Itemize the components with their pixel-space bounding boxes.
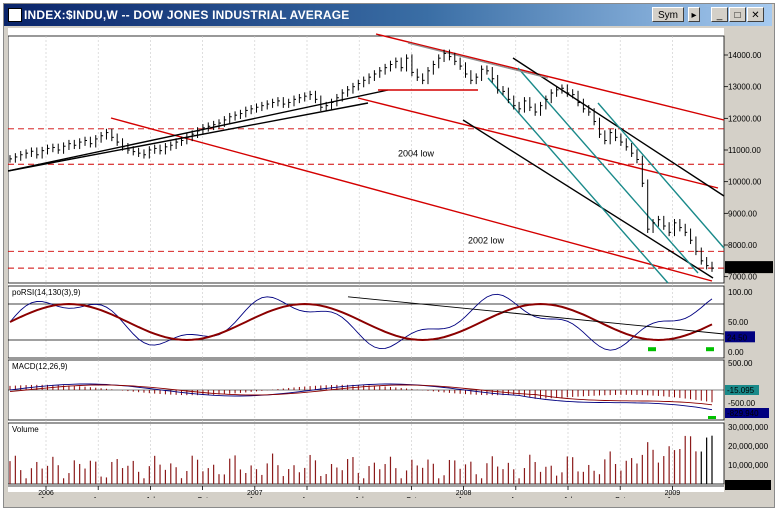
x-tick-month-label: Jan [458,497,469,498]
price-y-tick-label: 8000.00 [728,241,757,250]
price-panel [8,35,725,284]
support-trendline [110,117,713,282]
top-trendline [407,42,549,79]
rsi-last-value-label: 24.50 [727,333,748,342]
x-tick-month-label: Apr [93,497,105,498]
x-tick-year-label: 2008 [456,490,472,497]
macd-signal-value-label: -829.940 [727,409,759,418]
rsi-y-tick-label: 0.00 [728,348,744,357]
volume-last-value-label: -1,486,127 [727,481,766,490]
x-tick-month-label: Jan [249,497,260,498]
close-icon[interactable]: ✕ [747,7,764,22]
price-y-tick-label: 10000.00 [728,178,762,187]
chart-svg[interactable]: 2006JanAprJulOct2007JanAprJulOct2008JanA… [8,28,776,498]
macd-signal-value-box [725,408,769,418]
volume-y-tick-label: 30,000,000 [728,423,769,432]
price-y-tick-label: 7000.00 [728,273,757,282]
rsi-panel [8,285,725,359]
volume-y-tick-label: 20,000,000 [728,442,769,451]
steep-channel-1 [487,77,669,284]
rsi-trendline [347,296,725,335]
window-title: INDEX:$INDU,W -- DOW JONES INDUSTRIAL AV… [24,8,350,22]
price-y-tick-label: 9000.00 [728,209,757,218]
macd-panel-label: MACD(12,26,9) [12,362,68,371]
price-last-value-box [725,261,773,274]
x-tick-month-label: Jan [667,497,678,498]
macd-signal-line [9,384,713,406]
x-tick-month-label: Apr [510,497,522,498]
macd-y-tick-label: 500.00 [728,359,753,368]
rsi-y-tick-label: 100.00 [728,288,753,297]
volume-y-tick-label: 10,000,000 [728,461,769,470]
rsi-smoothed-line [9,302,713,342]
x-tick-year-label: 2007 [247,490,263,497]
steep-channel-2 [517,67,699,274]
macd-y-tick-label: -500.00 [728,399,756,408]
steep-channel-3 [597,102,725,249]
rsi-line [9,293,713,351]
volume-last-value-box [725,480,771,490]
x-tick-month-label: Oct [197,497,208,498]
minimize-icon[interactable]: _ [711,7,728,22]
resistance-trendline [375,33,725,121]
macd-last-value-box [725,385,759,395]
volume-panel-label: Volume [12,425,39,434]
x-tick-month-label: Jul [564,497,573,498]
rsi-last-value-box [725,331,755,343]
x-tick-month-label: Jan [40,497,51,498]
rsi-y-tick-label: 50.00 [728,318,749,327]
maximize-icon[interactable]: □ [729,7,746,22]
lower-down-channel [462,119,714,279]
x-tick-month-label: Oct [615,497,626,498]
rsi-panel-label: poRSI(14,130(3),9) [12,288,81,297]
macd-buy-signal-marker [708,416,716,419]
plot-area[interactable]: 2006JanAprJulOct2007JanAprJulOct2008JanA… [8,28,773,498]
volume-panel [8,422,725,485]
macd-last-value-label: -15.095 [727,386,755,395]
chart-app-icon [8,8,22,22]
x-tick-month-label: Oct [406,497,417,498]
title-bar[interactable]: INDEX:$INDU,W -- DOW JONES INDUSTRIAL AV… [4,4,772,26]
x-tick-month-label: Jul [146,497,155,498]
annotation-2004-low: 2004 low [398,148,435,158]
link-icon[interactable]: ▸ [688,7,700,22]
rsi-buy-signal-marker [706,347,714,352]
price-y-tick-label: 13000.00 [728,83,762,92]
annotation-2002-low: 2002 low [468,235,505,245]
price-y-tick-label: 14000.00 [728,51,762,60]
x-tick-year-label: 2006 [38,490,54,497]
symbol-button[interactable]: Sym [652,7,684,22]
symbol-button-label: Sym [658,10,678,21]
x-tick-month-label: Apr [302,497,314,498]
rsi-buy-signal-marker [648,347,656,352]
price-last-value-label: 7270.89 [728,263,757,272]
price-y-tick-label: 11000.00 [728,146,761,155]
x-tick-year-label: 2009 [665,490,681,497]
x-tick-month-label: Jul [355,497,364,498]
price-y-tick-label: 12000.00 [728,114,762,123]
